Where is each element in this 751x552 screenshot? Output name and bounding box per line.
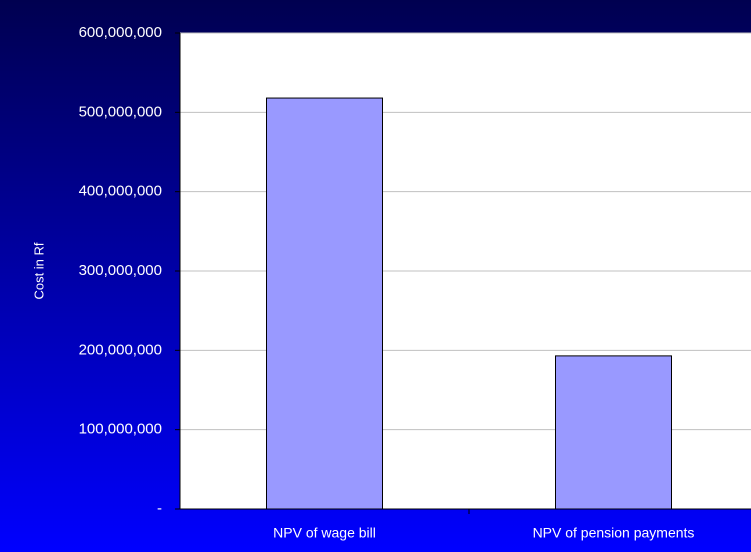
y-tick-label: -	[157, 500, 162, 517]
y-tick-label: 400,000,000	[79, 183, 162, 200]
x-tick-label: NPV of pension payments	[533, 525, 695, 541]
y-axis-label: Cost in Rf	[31, 242, 46, 299]
y-tick-label: 300,000,000	[79, 262, 162, 279]
y-tick-label: 200,000,000	[79, 341, 162, 358]
bar	[266, 97, 383, 510]
bar	[555, 355, 672, 510]
y-tick-label: 600,000,000	[79, 24, 162, 41]
x-tick-label: NPV of wage bill	[273, 525, 376, 541]
y-tick-label: 500,000,000	[79, 103, 162, 120]
y-tick-label: 100,000,000	[79, 421, 162, 438]
